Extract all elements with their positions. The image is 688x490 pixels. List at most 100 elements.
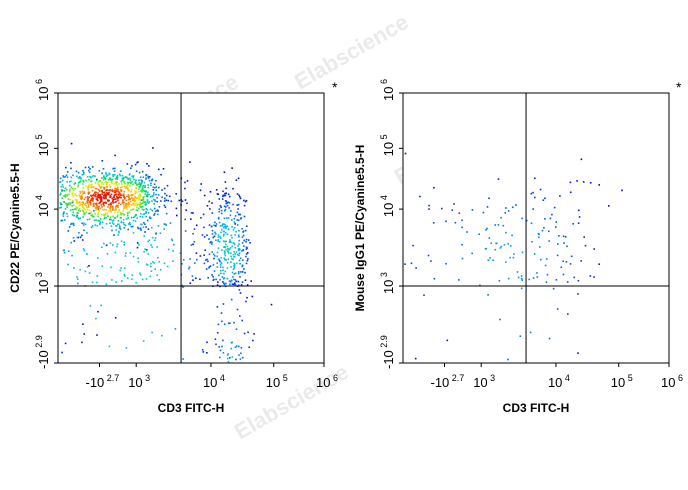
event-dot (577, 222, 580, 224)
event-dot (206, 234, 208, 236)
event-dot (98, 181, 101, 183)
event-dot (153, 262, 155, 264)
event-dot (115, 193, 118, 196)
event-dot (65, 202, 67, 205)
event-dot (61, 184, 64, 186)
event-dot (125, 218, 128, 220)
event-dot (211, 251, 213, 253)
event-dot (135, 197, 138, 199)
plot-area (402, 92, 670, 364)
event-dot (91, 225, 94, 227)
event-dot (145, 178, 147, 180)
event-dot (226, 248, 229, 250)
event-dot (101, 181, 104, 184)
event-dot (220, 206, 222, 209)
event-dot (90, 211, 93, 213)
event-dot (73, 208, 76, 211)
panel-cd22-vs-cd3: -10 2.7 10 3 10 4 10 5 10 6 -10 2.910 310 41… (8, 79, 338, 415)
event-dot (105, 217, 108, 219)
event-dot (128, 174, 131, 176)
event-dot (125, 187, 127, 189)
event-dot (222, 194, 225, 197)
event-dot (139, 201, 142, 204)
event-dot (478, 233, 480, 235)
event-dot (81, 341, 83, 344)
event-dot (122, 193, 125, 196)
event-dot (81, 201, 83, 204)
event-dot (77, 216, 79, 219)
event-dot (246, 252, 249, 254)
event-dot (244, 229, 247, 232)
event-dot (153, 214, 155, 216)
event-dot (231, 257, 233, 260)
event-dot (71, 222, 73, 225)
event-dot (127, 198, 130, 201)
event-dot (220, 231, 222, 234)
event-dot (139, 274, 142, 276)
event-dot (219, 235, 221, 238)
event-dot (73, 204, 75, 207)
event-dot (223, 272, 225, 275)
event-dot (105, 223, 108, 225)
event-dot (208, 200, 210, 203)
event-dot (563, 242, 565, 244)
event-dot (70, 176, 73, 179)
event-dot (76, 206, 79, 209)
event-dot (95, 317, 97, 320)
event-dot (102, 203, 104, 205)
event-dot (241, 250, 243, 252)
event-dot (94, 224, 97, 226)
event-dot (217, 239, 219, 241)
event-dot (85, 202, 87, 205)
event-dot (461, 226, 463, 229)
event-dot (154, 233, 157, 235)
event-dot (105, 194, 108, 196)
event-dot (133, 216, 135, 219)
event-dot (230, 298, 233, 301)
event-dot (117, 197, 119, 200)
event-dot (228, 252, 230, 254)
event-dot (125, 204, 127, 206)
event-dot (570, 255, 573, 258)
event-dot (243, 268, 245, 270)
event-dot (86, 206, 89, 209)
event-dot (245, 246, 248, 249)
event-dot (110, 218, 112, 221)
event-dot (94, 187, 97, 190)
event-dot (165, 212, 168, 215)
event-dot (234, 346, 237, 348)
event-dot (60, 219, 62, 222)
event-dot (122, 218, 125, 221)
event-dot (116, 243, 119, 245)
event-dot (146, 195, 149, 198)
event-dot (129, 177, 131, 180)
event-dot (144, 231, 146, 233)
event-dot (103, 175, 105, 177)
event-dot (165, 199, 168, 201)
event-dot (105, 283, 108, 286)
event-dot (113, 194, 116, 197)
event-dot (227, 258, 230, 260)
event-dot (141, 186, 144, 189)
event-dot (206, 258, 208, 261)
event-dot (548, 230, 550, 233)
event-dot (109, 209, 112, 211)
event-dot (112, 198, 115, 200)
event-dot (88, 178, 90, 181)
event-dot (146, 219, 149, 222)
event-dot (109, 207, 111, 209)
event-dot (113, 198, 116, 201)
event-dot (77, 177, 80, 179)
event-dot (123, 181, 125, 183)
event-dot (98, 197, 101, 199)
event-dot (203, 226, 205, 229)
event-dot (507, 277, 510, 280)
event-dot (76, 202, 79, 205)
event-dot (521, 279, 523, 281)
event-dot (105, 212, 107, 214)
event-dot (227, 353, 229, 355)
event-dot (130, 167, 132, 169)
event-dot (99, 221, 102, 224)
event-dot (224, 192, 226, 195)
event-dot (107, 174, 109, 177)
